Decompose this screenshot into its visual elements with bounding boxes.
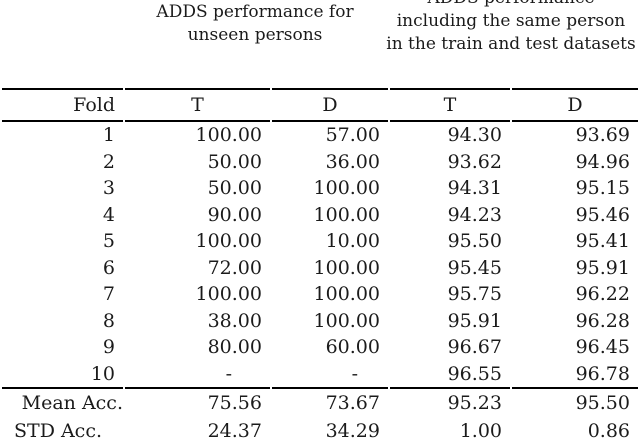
table-cell: 73.67 [272, 387, 388, 418]
table-row: 10 - - 96.55 96.78 [2, 361, 638, 388]
table-cell: 100.00 [272, 175, 388, 202]
table-cell: 60.00 [272, 334, 388, 361]
mean-accuracy-row: Mean Acc. 75.56 73.67 95.23 95.50 [2, 387, 638, 418]
row-label-std: STD Acc. [2, 418, 123, 444]
table-cell: 95.91 [512, 255, 638, 282]
table-cell: 94.96 [512, 149, 638, 176]
table-row: 2 50.00 36.00 93.62 94.96 [2, 149, 638, 176]
table-cell: 93.62 [390, 149, 510, 176]
column-header-t-same: T [390, 88, 510, 122]
table-cell: 100.00 [125, 228, 270, 255]
table-cell: 100.00 [125, 122, 270, 149]
table-cell: 10 [2, 361, 123, 388]
column-header-fold: Fold [2, 88, 123, 122]
table-cell: 10.00 [272, 228, 388, 255]
table-cell: 75.56 [125, 387, 270, 418]
table-cell: 95.46 [512, 202, 638, 229]
table-cell: 24.37 [125, 418, 270, 444]
table-cell: 36.00 [272, 149, 388, 176]
row-label-mean: Mean Acc. [2, 387, 123, 418]
table-row: 4 90.00 100.00 94.23 95.46 [2, 202, 638, 229]
table-cell: 94.23 [390, 202, 510, 229]
table-cell: 50.00 [125, 175, 270, 202]
table-cell: 95.91 [390, 308, 510, 335]
table-cell: 95.41 [512, 228, 638, 255]
table-cell: 100.00 [272, 308, 388, 335]
table-cell: 100.00 [125, 281, 270, 308]
table-cell: 96.78 [512, 361, 638, 388]
table-cell: 95.50 [390, 228, 510, 255]
std-accuracy-row: STD Acc. 24.37 34.29 1.00 0.86 [2, 418, 638, 444]
table-cell-dash: - [125, 361, 270, 388]
table-cell: 34.29 [272, 418, 388, 444]
table-cell: 7 [2, 281, 123, 308]
table-cell: 93.69 [512, 122, 638, 149]
table-cell: 96.45 [512, 334, 638, 361]
group-header-line-clipped: ADDS performance [384, 0, 638, 10]
table-cell: 2 [2, 149, 123, 176]
column-header-d-unseen: D [272, 88, 388, 122]
table-row: 5 100.00 10.00 95.50 95.41 [2, 228, 638, 255]
table-cell: 57.00 [272, 122, 388, 149]
table-cell: 95.50 [512, 387, 638, 418]
table-row: 8 38.00 100.00 95.91 96.28 [2, 308, 638, 335]
table-cell: 8 [2, 308, 123, 335]
results-table: Fold T D T D 1 100.00 57.00 94.30 93.69 … [0, 88, 640, 444]
table-cell: 1.00 [390, 418, 510, 444]
table-row: 1 100.00 57.00 94.30 93.69 [2, 122, 638, 149]
table-cell: 80.00 [125, 334, 270, 361]
table-cell: 50.00 [125, 149, 270, 176]
table-cell: 94.30 [390, 122, 510, 149]
table-cell: 3 [2, 175, 123, 202]
table-cell: 100.00 [272, 255, 388, 282]
group-header-unseen-persons: ADDS performance for unseen persons [130, 1, 380, 47]
column-header-d-same: D [512, 88, 638, 122]
table-row: 7 100.00 100.00 95.75 96.22 [2, 281, 638, 308]
table-cell: 0.86 [512, 418, 638, 444]
table-cell: 5 [2, 228, 123, 255]
table-cell: 95.23 [390, 387, 510, 418]
table-cell: 9 [2, 334, 123, 361]
table-cell: 96.67 [390, 334, 510, 361]
table-row: 9 80.00 60.00 96.67 96.45 [2, 334, 638, 361]
column-header-t-unseen: T [125, 88, 270, 122]
table-cell: 100.00 [272, 202, 388, 229]
group-header-line: unseen persons [130, 24, 380, 47]
table-cell: 38.00 [125, 308, 270, 335]
table-cell: 96.28 [512, 308, 638, 335]
table-cell: 90.00 [125, 202, 270, 229]
group-header-line: in the train and test datasets [384, 33, 638, 56]
table-cell: 96.55 [390, 361, 510, 388]
group-header-line: including the same person [384, 10, 638, 33]
group-header-same-person: ADDS performance including the same pers… [384, 0, 638, 56]
table-cell: 94.31 [390, 175, 510, 202]
table-cell: 1 [2, 122, 123, 149]
table-cell: 100.00 [272, 281, 388, 308]
table-cell-dash: - [272, 361, 388, 388]
table-cell: 72.00 [125, 255, 270, 282]
table-cell: 95.15 [512, 175, 638, 202]
group-header-line: ADDS performance for [130, 1, 380, 24]
table-cell: 6 [2, 255, 123, 282]
table-cell: 95.45 [390, 255, 510, 282]
table-row: 3 50.00 100.00 94.31 95.15 [2, 175, 638, 202]
table-row: 6 72.00 100.00 95.45 95.91 [2, 255, 638, 282]
table-cell: 4 [2, 202, 123, 229]
table-cell: 95.75 [390, 281, 510, 308]
header-row: Fold T D T D [2, 88, 638, 122]
table-cell: 96.22 [512, 281, 638, 308]
